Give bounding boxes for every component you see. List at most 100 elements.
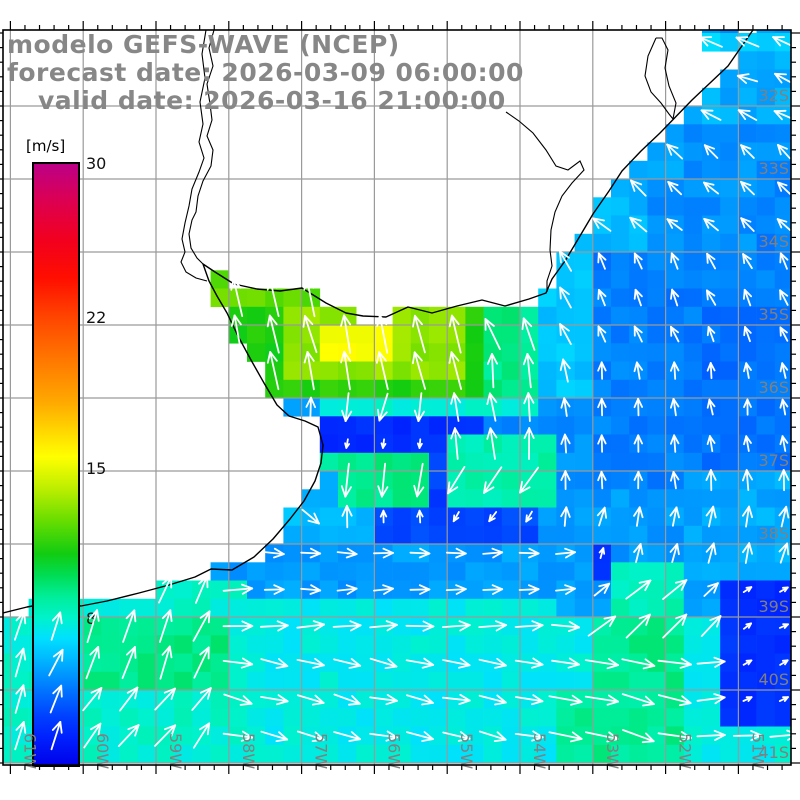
ocean-cell [756, 106, 776, 125]
ocean-cell [465, 635, 484, 654]
ocean-cell [501, 744, 521, 764]
wind-arrow [743, 622, 752, 630]
ocean-cell [647, 434, 666, 454]
wind-arrow [622, 729, 655, 744]
ocean-cell [156, 708, 175, 727]
ocean-cell [301, 343, 321, 362]
wind-arrow [478, 657, 507, 669]
wind-arrow [779, 252, 789, 270]
ocean-cell [283, 379, 302, 399]
wind-arrow [670, 470, 680, 490]
wind-arrow [263, 584, 285, 595]
wind-arrow [333, 658, 362, 669]
ocean-cell [683, 617, 703, 636]
ocean-cell [647, 598, 666, 618]
ocean-cell [611, 306, 630, 326]
ocean-cell [265, 598, 284, 618]
wind-arrow [633, 434, 643, 453]
wind-arrow [703, 217, 719, 232]
ocean-cell [356, 580, 375, 600]
ocean-cell [410, 489, 430, 508]
ocean-cell [429, 708, 448, 727]
ocean-cell [756, 124, 776, 143]
wind-arrow [629, 216, 648, 233]
wind-arrow [657, 731, 692, 742]
ocean-cell [647, 215, 666, 235]
ocean-cell [338, 343, 357, 362]
ocean-cell [501, 544, 521, 563]
colorbar-tick-label: 22 [86, 308, 106, 327]
wind-arrow [597, 397, 607, 417]
ocean-cell [738, 270, 757, 289]
ocean-cell [683, 124, 703, 143]
ocean-cell [465, 471, 484, 490]
ocean-cell [647, 197, 666, 216]
ocean-cell [592, 233, 612, 253]
ocean-cell [720, 690, 739, 709]
ocean-cell [374, 489, 393, 508]
ocean-cell [720, 562, 739, 581]
ocean-cell [501, 398, 521, 417]
ocean-cell [756, 471, 776, 490]
ocean-cell [501, 690, 521, 709]
ocean-cell [738, 197, 757, 216]
ocean-cell [756, 562, 776, 581]
ocean-cell [556, 343, 575, 362]
ocean-cell [3, 726, 11, 746]
ocean-cell [720, 306, 739, 326]
lat-label: 39S [758, 597, 789, 616]
ocean-cell [683, 525, 703, 545]
ocean-cell [574, 690, 594, 709]
wind-arrow [597, 434, 607, 453]
ocean-cell [629, 708, 648, 727]
wind-arrow [263, 547, 285, 559]
ocean-cell [265, 306, 284, 326]
colorbar-tick-label: 30 [86, 154, 106, 173]
ocean-cell [283, 726, 302, 746]
wind-arrow [670, 434, 680, 453]
ocean-cell [774, 197, 791, 216]
ocean-cell [538, 580, 557, 600]
ocean-cell [10, 671, 29, 691]
wind-arrow [633, 252, 643, 270]
wind-arrow [411, 351, 427, 390]
wind-arrow [703, 181, 720, 195]
wind-arrow [657, 657, 692, 669]
ocean-cell [338, 525, 357, 545]
ocean-cell [210, 744, 230, 764]
wind-arrow [666, 218, 683, 231]
ocean-cell [247, 598, 266, 618]
wind-arrow [193, 646, 210, 679]
ocean-cell [683, 106, 703, 125]
ocean-cell [611, 379, 630, 399]
wind-arrow [778, 542, 790, 564]
wind-arrow [452, 511, 460, 523]
lat-label: 34S [758, 232, 789, 251]
ocean-cell [356, 544, 375, 563]
wind-arrow [548, 731, 583, 743]
wind-arrow [302, 315, 318, 354]
wind-arrow [296, 694, 325, 706]
ocean-cell [756, 306, 776, 326]
ocean-cell [683, 434, 703, 454]
wind-arrow [523, 392, 535, 423]
ocean-cell [665, 744, 685, 764]
ocean-cell [647, 562, 666, 581]
ocean-cell [319, 398, 339, 417]
ocean-cell [647, 635, 666, 654]
ocean-cell [611, 197, 630, 216]
ocean-cell [738, 708, 757, 727]
wind-arrow [633, 288, 643, 307]
ocean-cell [665, 197, 685, 216]
ocean-cell [3, 671, 11, 691]
ocean-cell [465, 361, 484, 381]
ocean-cell [392, 562, 412, 581]
ocean-cell [611, 671, 630, 691]
wind-arrow [260, 694, 289, 706]
colorbar-tick-label: 8 [86, 609, 96, 628]
ocean-cell [283, 653, 302, 673]
ocean-cell [720, 617, 739, 636]
ocean-cell [720, 252, 739, 271]
wind-arrow [625, 613, 651, 639]
ocean-cell [319, 690, 339, 709]
